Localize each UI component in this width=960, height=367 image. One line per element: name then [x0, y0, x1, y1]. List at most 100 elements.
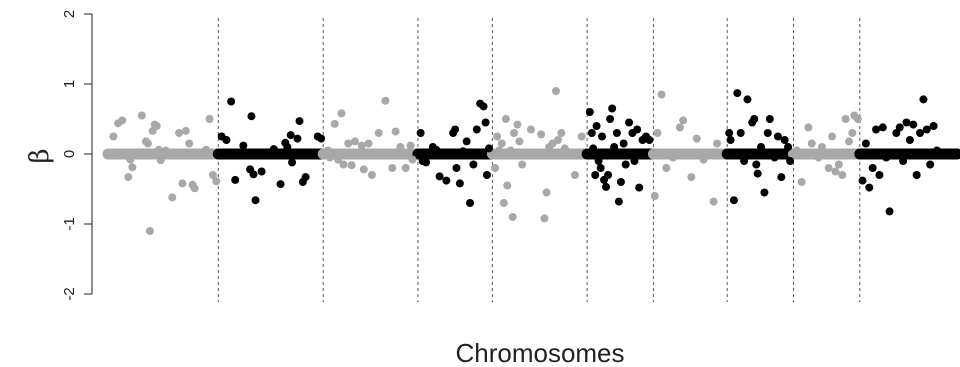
data-point: [844, 137, 853, 146]
data-point: [602, 182, 611, 191]
data-point: [817, 143, 826, 151]
data-point: [145, 227, 154, 235]
data-point: [902, 118, 911, 127]
data-point: [288, 158, 297, 167]
y-axis-title: β: [25, 148, 55, 163]
data-point: [752, 160, 761, 169]
data-point: [736, 129, 745, 137]
data-point: [257, 167, 266, 176]
data-point: [334, 155, 343, 164]
data-point: [168, 193, 177, 202]
data-point: [222, 136, 231, 144]
data-point: [653, 129, 662, 137]
data-point: [347, 161, 356, 170]
data-point: [503, 181, 512, 190]
data-point: [943, 150, 952, 158]
data-point: [479, 102, 488, 111]
data-point: [824, 164, 833, 172]
x-axis-title: Chromosomes: [455, 338, 624, 367]
data-point: [293, 134, 302, 143]
data-point: [164, 149, 173, 158]
data-point: [152, 122, 161, 130]
data-point: [118, 116, 127, 125]
data-point: [330, 119, 339, 128]
data-point: [633, 125, 642, 134]
data-point: [482, 171, 491, 179]
data-point: [442, 176, 451, 185]
data-point: [797, 178, 806, 186]
data-point: [109, 132, 118, 141]
data-point: [185, 139, 194, 148]
data-point: [743, 95, 752, 104]
data-point: [432, 145, 441, 154]
data-point: [729, 196, 738, 205]
y-tick-label: -2: [61, 287, 78, 300]
y-tick-label: 1: [61, 80, 78, 88]
data-point: [276, 180, 285, 189]
data-point: [497, 139, 506, 148]
data-point: [388, 164, 397, 172]
data-point: [359, 165, 368, 174]
data-point: [753, 169, 762, 178]
data-point: [508, 213, 517, 221]
data-point: [323, 146, 332, 155]
data-point: [301, 173, 310, 182]
data-point: [885, 207, 894, 216]
data-point: [786, 157, 795, 165]
data-point: [858, 176, 867, 185]
data-point: [865, 183, 874, 192]
data-point: [247, 112, 256, 121]
data-point: [614, 197, 623, 206]
data-point: [675, 123, 684, 132]
data-points: [109, 87, 958, 235]
data-point: [344, 139, 353, 148]
data-point: [286, 131, 295, 140]
data-point: [128, 163, 137, 172]
data-point: [181, 126, 190, 135]
data-point: [295, 117, 304, 126]
data-point: [657, 90, 666, 99]
data-point: [337, 109, 346, 118]
data-point: [542, 188, 551, 197]
data-point: [406, 141, 415, 150]
data-point: [912, 171, 921, 179]
data-point: [451, 125, 460, 134]
data-point: [554, 136, 563, 144]
data-point: [608, 104, 617, 113]
data-point: [515, 137, 524, 146]
data-point: [699, 155, 708, 164]
data-point: [895, 123, 904, 132]
data-point: [481, 118, 490, 127]
data-point: [231, 175, 240, 184]
data-point: [709, 197, 718, 206]
data-point: [687, 173, 696, 182]
data-point: [202, 145, 211, 154]
data-point: [899, 157, 908, 165]
data-point: [949, 150, 958, 158]
data-point: [848, 129, 857, 137]
data-point: [540, 214, 549, 223]
data-point: [190, 184, 199, 193]
data-point: [317, 134, 326, 143]
data-point: [339, 160, 348, 169]
data-point: [551, 87, 560, 95]
data-point: [804, 123, 813, 132]
data-point: [875, 171, 884, 179]
data-point: [239, 141, 248, 150]
data-point: [597, 132, 606, 141]
data-point: [635, 183, 644, 192]
data-point: [178, 179, 187, 188]
data-point: [650, 192, 659, 200]
data-point: [621, 160, 630, 169]
data-point: [371, 150, 380, 158]
data-point: [750, 115, 759, 123]
y-tick-label: -1: [61, 217, 78, 230]
data-point: [831, 167, 840, 176]
data-point: [853, 115, 862, 123]
data-point: [604, 171, 613, 179]
data-point: [438, 150, 447, 158]
data-point: [472, 125, 481, 134]
data-point: [587, 129, 596, 137]
data-point: [596, 164, 605, 172]
